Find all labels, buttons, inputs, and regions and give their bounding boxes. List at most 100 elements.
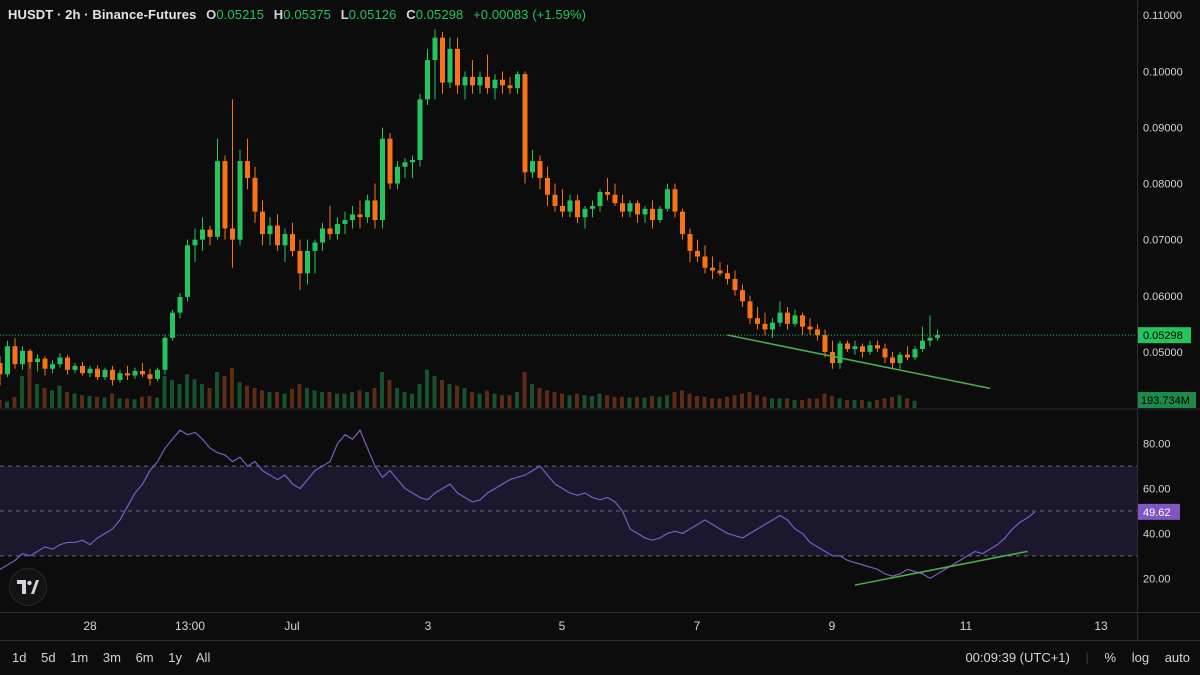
candle-up[interactable] bbox=[897, 354, 903, 364]
range-3m[interactable]: 3m bbox=[102, 650, 121, 665]
candle-up[interactable] bbox=[72, 365, 78, 370]
candle-down[interactable] bbox=[545, 177, 550, 195]
candle-up[interactable] bbox=[170, 312, 175, 338]
candle-down[interactable] bbox=[0, 363, 3, 375]
candle-down[interactable] bbox=[387, 138, 393, 184]
candle-up[interactable] bbox=[770, 322, 775, 330]
rsi-trendline[interactable] bbox=[854, 550, 1028, 586]
candle-up[interactable] bbox=[777, 312, 783, 323]
candle-down[interactable] bbox=[830, 351, 835, 364]
candle-down[interactable] bbox=[605, 191, 610, 195]
candle-down[interactable] bbox=[747, 301, 753, 319]
candle-down[interactable] bbox=[875, 345, 880, 349]
candle-down[interactable] bbox=[507, 85, 513, 89]
candle-down[interactable] bbox=[537, 161, 543, 178]
candle-down[interactable] bbox=[65, 357, 70, 370]
range-1d[interactable]: 1d bbox=[12, 650, 27, 665]
candle-down[interactable] bbox=[702, 256, 708, 268]
candle-up[interactable] bbox=[102, 369, 108, 378]
candle-up[interactable] bbox=[20, 350, 25, 365]
candle-up[interactable] bbox=[185, 245, 190, 297]
candle-down[interactable] bbox=[522, 74, 528, 173]
candle-up[interactable] bbox=[627, 203, 633, 212]
candle-up[interactable] bbox=[395, 166, 400, 184]
candle-down[interactable] bbox=[290, 234, 295, 251]
candle-up[interactable] bbox=[837, 343, 843, 364]
percent-toggle[interactable]: % bbox=[1104, 650, 1117, 665]
candle-down[interactable] bbox=[612, 194, 618, 204]
candle-up[interactable] bbox=[657, 208, 663, 221]
candle-down[interactable] bbox=[485, 76, 490, 89]
range-1m[interactable]: 1m bbox=[70, 650, 89, 665]
candle-down[interactable] bbox=[800, 315, 805, 327]
candle-up[interactable] bbox=[462, 76, 468, 86]
candle-up[interactable] bbox=[192, 239, 198, 246]
candle-up[interactable] bbox=[365, 200, 370, 218]
symbol-title[interactable]: HUSDT · 2h · Binance-Futures bbox=[8, 7, 197, 22]
candle-down[interactable] bbox=[785, 312, 790, 324]
candle-down[interactable] bbox=[815, 329, 820, 336]
tradingview-logo-icon[interactable] bbox=[9, 568, 47, 606]
candle-up[interactable] bbox=[155, 369, 160, 379]
candle-up[interactable] bbox=[305, 250, 310, 274]
candle-up[interactable] bbox=[582, 208, 588, 218]
candle-down[interactable] bbox=[905, 354, 910, 358]
candle-down[interactable] bbox=[222, 161, 228, 229]
candle-up[interactable] bbox=[590, 206, 595, 209]
candle-down[interactable] bbox=[560, 206, 565, 212]
candle-up[interactable] bbox=[162, 337, 168, 370]
candle-down[interactable] bbox=[710, 267, 715, 271]
candle-up[interactable] bbox=[410, 159, 415, 163]
candle-down[interactable] bbox=[327, 228, 333, 235]
candle-up[interactable] bbox=[335, 223, 340, 235]
candle-up[interactable] bbox=[342, 220, 348, 224]
candle-down[interactable] bbox=[552, 194, 558, 206]
candle-down[interactable] bbox=[230, 228, 235, 240]
candle-up[interactable] bbox=[282, 234, 288, 246]
candle-up[interactable] bbox=[432, 37, 438, 61]
candle-up[interactable] bbox=[447, 48, 453, 83]
candle-down[interactable] bbox=[725, 273, 730, 279]
candle-up[interactable] bbox=[57, 357, 63, 365]
candle-down[interactable] bbox=[455, 48, 460, 86]
candle-down[interactable] bbox=[680, 211, 685, 235]
candle-down[interactable] bbox=[740, 290, 745, 302]
candle-up[interactable] bbox=[350, 214, 355, 221]
rsi-line[interactable] bbox=[0, 429, 1036, 580]
candle-down[interactable] bbox=[27, 350, 33, 362]
candle-down[interactable] bbox=[275, 225, 280, 246]
candle-down[interactable] bbox=[650, 208, 655, 221]
candle-up[interactable] bbox=[117, 373, 123, 380]
candle-down[interactable] bbox=[635, 203, 640, 215]
candle-down[interactable] bbox=[695, 250, 700, 257]
candle-down[interactable] bbox=[672, 189, 678, 212]
candle-down[interactable] bbox=[687, 234, 693, 251]
candle-up[interactable] bbox=[912, 349, 918, 358]
candle-up[interactable] bbox=[867, 345, 873, 352]
candle-down[interactable] bbox=[357, 214, 363, 218]
candle-up[interactable] bbox=[425, 60, 430, 100]
candle-up[interactable] bbox=[492, 79, 498, 89]
candle-down[interactable] bbox=[125, 373, 130, 376]
candle-down[interactable] bbox=[12, 346, 18, 365]
candle-down[interactable] bbox=[822, 335, 828, 352]
candle-up[interactable] bbox=[665, 189, 670, 209]
candle-down[interactable] bbox=[470, 76, 475, 86]
clock-timezone[interactable]: 00:09:39 (UTC+1) bbox=[965, 650, 1070, 665]
candle-down[interactable] bbox=[297, 250, 303, 274]
candle-down[interactable] bbox=[147, 374, 153, 379]
candle-down[interactable] bbox=[890, 357, 895, 364]
candle-down[interactable] bbox=[80, 365, 85, 374]
candle-up[interactable] bbox=[380, 138, 385, 221]
candle-up[interactable] bbox=[515, 74, 520, 89]
candle-down[interactable] bbox=[110, 369, 115, 380]
candle-down[interactable] bbox=[42, 358, 48, 369]
candle-up[interactable] bbox=[935, 335, 940, 338]
range-all[interactable]: All bbox=[195, 650, 211, 665]
candle-down[interactable] bbox=[755, 318, 760, 324]
candle-up[interactable] bbox=[132, 370, 138, 376]
price-trendline[interactable] bbox=[727, 334, 991, 390]
candle-up[interactable] bbox=[267, 225, 273, 235]
candle-up[interactable] bbox=[87, 368, 93, 374]
candle-up[interactable] bbox=[5, 346, 10, 375]
